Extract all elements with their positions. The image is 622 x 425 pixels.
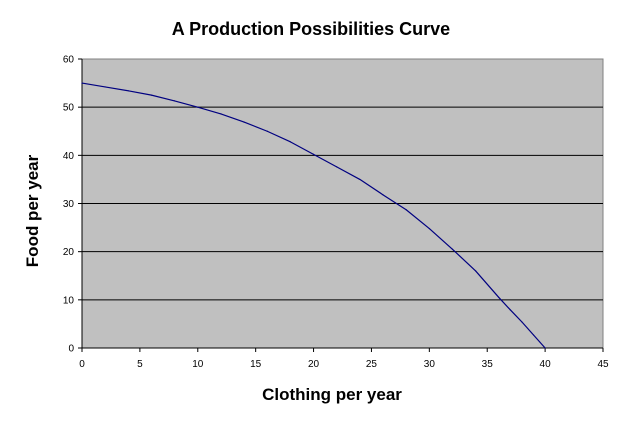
y-axis-title: Food per year <box>23 154 42 267</box>
x-axis: 0 5 10 15 20 25 30 35 40 45 <box>79 347 609 370</box>
x-tick-label: 35 <box>482 359 494 370</box>
data-point <box>532 334 535 336</box>
data-point <box>544 347 546 349</box>
y-tick-label: 40 <box>63 151 75 162</box>
data-point <box>312 153 315 155</box>
data-point <box>509 309 511 311</box>
y-tick-label: 30 <box>63 199 75 210</box>
data-point <box>336 166 338 168</box>
data-point <box>451 248 454 250</box>
data-point <box>289 141 291 143</box>
x-axis-title: Clothing per year <box>262 385 402 404</box>
data-point <box>197 106 199 108</box>
x-tick-label: 0 <box>79 359 85 370</box>
x-tick-label: 40 <box>540 359 552 370</box>
data-point <box>127 90 129 92</box>
data-point <box>359 178 361 181</box>
y-tick-label: 10 <box>63 295 75 306</box>
data-point <box>475 270 477 272</box>
data-point <box>428 227 430 230</box>
data-point <box>81 82 83 84</box>
y-tick-label: 50 <box>63 103 75 114</box>
data-point <box>266 130 268 132</box>
data-point <box>220 113 222 115</box>
data-point <box>382 194 384 196</box>
data-point <box>521 321 523 323</box>
data-point <box>150 94 153 96</box>
gridlines <box>82 106 603 301</box>
series-layer <box>81 82 546 349</box>
data-point <box>405 209 407 211</box>
data-point <box>498 296 500 299</box>
x-tick-label: 20 <box>308 359 320 370</box>
y-axis: 0 10 20 30 40 50 60 <box>63 55 83 355</box>
chart-title: A Production Possibilities Curve <box>172 19 450 39</box>
data-point <box>174 100 176 102</box>
x-tick-label: 30 <box>424 359 436 370</box>
x-tick-label: 15 <box>250 359 262 370</box>
x-tick-label: 10 <box>192 359 204 370</box>
x-tick-label: 45 <box>597 359 609 370</box>
y-tick-label: 0 <box>68 344 74 355</box>
x-tick-label: 25 <box>366 359 378 370</box>
x-tick-label: 5 <box>137 359 143 370</box>
y-tick-label: 20 <box>63 247 75 258</box>
y-tick-label: 60 <box>63 55 75 66</box>
data-point <box>104 86 106 88</box>
data-point <box>243 121 245 123</box>
